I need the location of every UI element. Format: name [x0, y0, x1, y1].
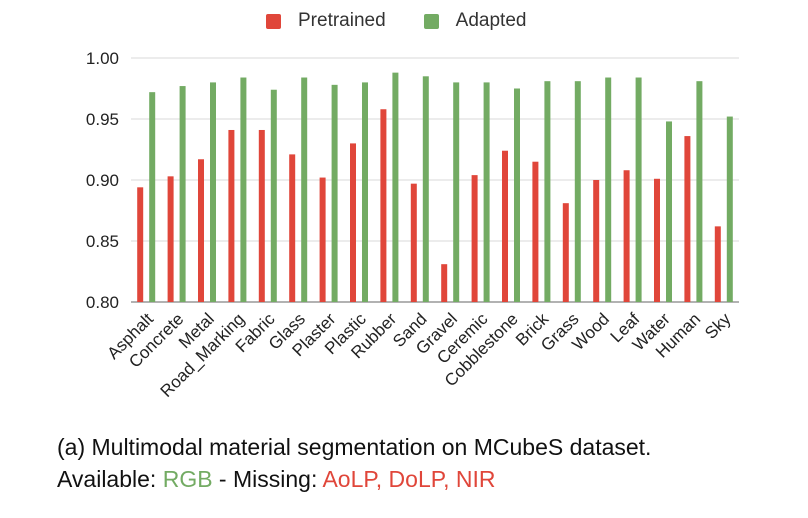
caption-missing-label: - Missing: — [212, 466, 323, 492]
bar-adapted — [331, 84, 338, 302]
bar-pretrained — [319, 177, 326, 302]
x-tick-label: Sky — [701, 309, 735, 343]
y-tick-label: 0.80 — [86, 293, 119, 312]
bar-pretrained — [714, 226, 721, 302]
legend-item-pretrained: Pretrained — [266, 10, 386, 32]
bar-adapted — [666, 121, 672, 302]
bar-adapted — [362, 82, 368, 303]
bar-adapted — [422, 76, 429, 302]
bar-pretrained — [441, 264, 448, 302]
bar-pretrained — [654, 178, 660, 302]
bar-pretrained — [593, 180, 600, 302]
bar-pretrained — [471, 175, 478, 302]
y-tick-label: 0.85 — [86, 232, 119, 251]
bar-pretrained — [258, 129, 265, 302]
bar-pretrained — [684, 136, 691, 302]
legend-swatch-pretrained — [266, 13, 281, 29]
bar-pretrained — [137, 187, 144, 302]
legend-swatch-adapted — [423, 13, 439, 29]
bar-adapted — [392, 72, 399, 302]
bar-adapted — [179, 86, 186, 302]
bar-adapted — [726, 116, 733, 302]
bar-adapted — [240, 77, 247, 303]
legend: Pretrained Adapted — [266, 10, 564, 32]
legend-label-adapted: Adapted — [455, 10, 527, 31]
caption-line-1: (a) Multimodal material segmentation on … — [57, 434, 652, 460]
figure-caption: (a) Multimodal material segmentation on … — [57, 431, 651, 495]
bar-adapted — [696, 81, 703, 303]
bar-adapted — [605, 77, 612, 303]
bar-pretrained — [167, 176, 174, 302]
caption-available-label: Available: — [57, 466, 163, 492]
bar-adapted — [149, 92, 156, 302]
bar-adapted — [514, 88, 520, 302]
bar-adapted — [544, 81, 551, 303]
bar-adapted — [453, 82, 460, 303]
bar-adapted — [210, 82, 216, 303]
legend-label-pretrained: Pretrained — [298, 10, 386, 31]
bar-adapted — [301, 77, 308, 303]
y-tick-label: 0.95 — [86, 110, 119, 129]
bar-pretrained — [380, 109, 387, 303]
bar-pretrained — [562, 203, 569, 302]
bar-chart: 0.800.850.900.951.00AsphaltConcreteMetal… — [86, 49, 739, 401]
bar-pretrained — [532, 161, 539, 302]
legend-item-adapted: Adapted — [423, 10, 527, 32]
y-tick-label: 0.90 — [86, 171, 119, 190]
bar-pretrained — [228, 129, 235, 302]
bar-pretrained — [198, 159, 204, 302]
caption-line-2: Available: RGB - Missing: AoLP, DoLP, NI… — [57, 463, 651, 495]
caption-missing-value: AoLP, DoLP, NIR — [322, 466, 496, 492]
bar-adapted — [574, 81, 581, 303]
bar-pretrained — [350, 143, 356, 302]
bar-pretrained — [623, 170, 630, 302]
bar-adapted — [270, 89, 277, 302]
caption-available-value: RGB — [162, 466, 213, 492]
bar-pretrained — [502, 150, 508, 302]
bar-adapted — [635, 77, 642, 303]
y-tick-label: 1.00 — [86, 49, 119, 68]
bar-adapted — [483, 82, 490, 303]
bar-pretrained — [410, 183, 417, 302]
bar-pretrained — [289, 154, 296, 302]
